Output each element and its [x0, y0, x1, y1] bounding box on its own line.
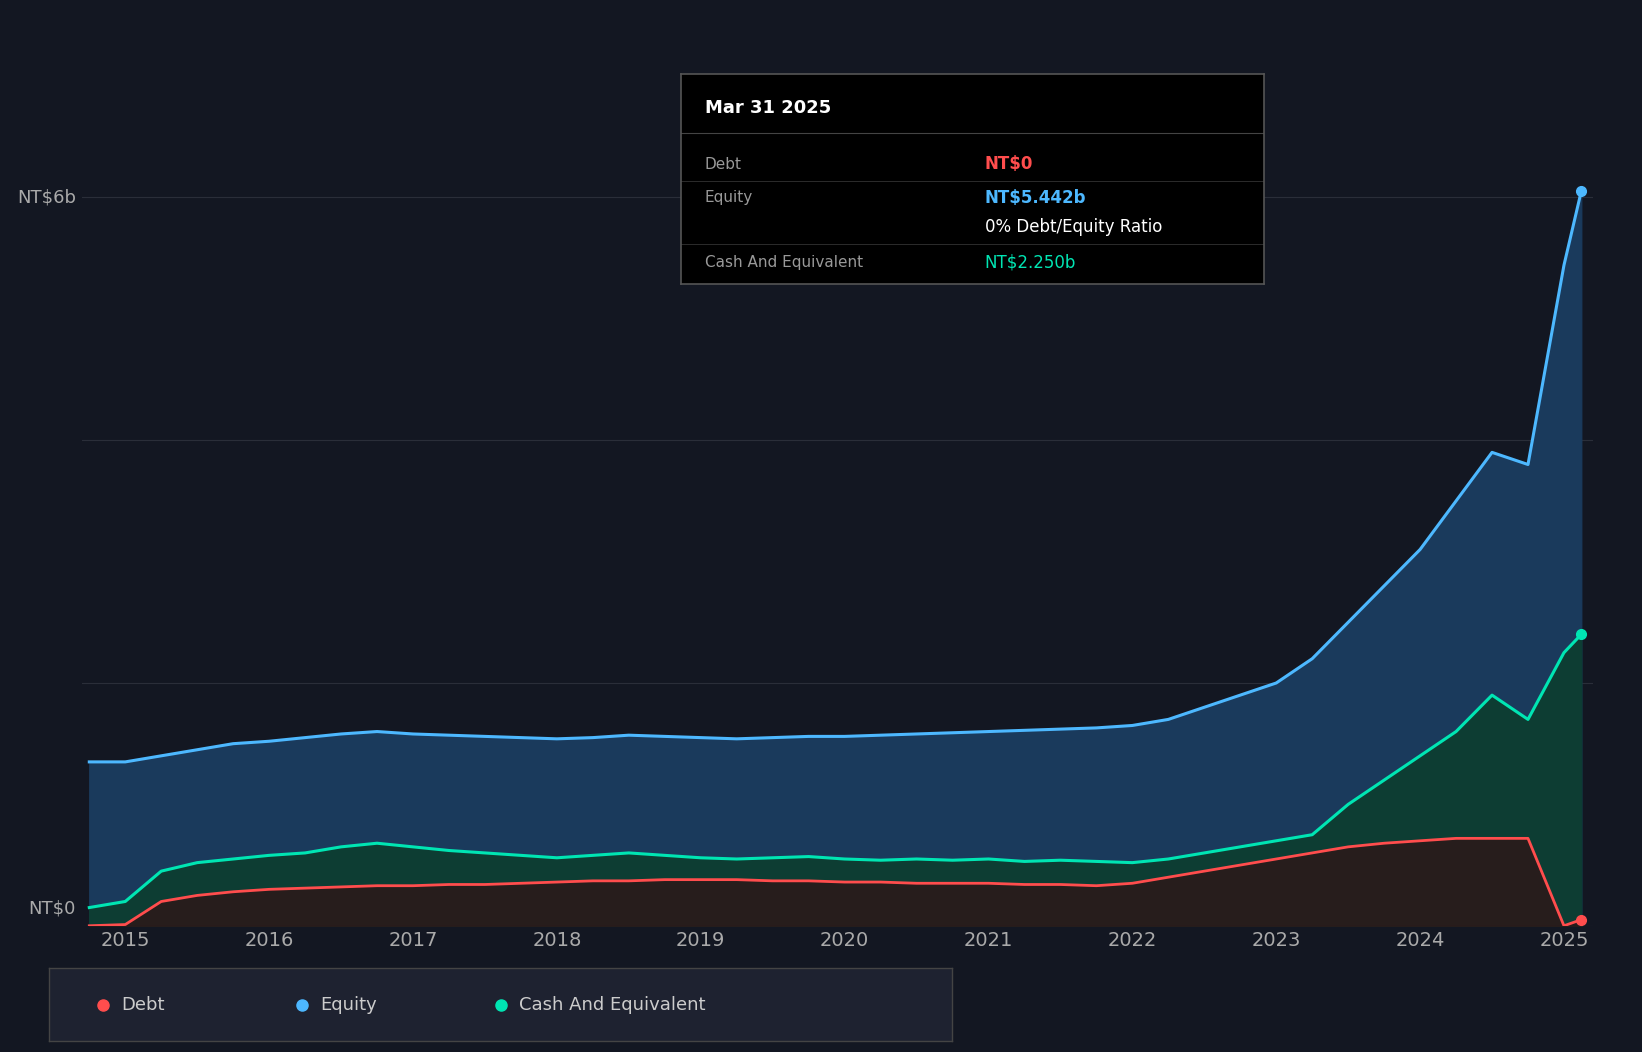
- Text: Cash And Equivalent: Cash And Equivalent: [519, 995, 706, 1014]
- Text: Mar 31 2025: Mar 31 2025: [704, 99, 831, 117]
- Text: NT$0: NT$0: [985, 155, 1033, 174]
- Text: NT$6b: NT$6b: [16, 188, 76, 206]
- Text: 0% Debt/Equity Ratio: 0% Debt/Equity Ratio: [985, 218, 1163, 237]
- Text: NT$0: NT$0: [28, 899, 76, 917]
- Text: Debt: Debt: [122, 995, 164, 1014]
- Text: Equity: Equity: [704, 190, 754, 205]
- Text: NT$5.442b: NT$5.442b: [985, 188, 1085, 207]
- Text: Debt: Debt: [704, 157, 742, 171]
- Text: Equity: Equity: [320, 995, 378, 1014]
- Text: NT$2.250b: NT$2.250b: [985, 254, 1076, 272]
- Text: Cash And Equivalent: Cash And Equivalent: [704, 256, 864, 270]
